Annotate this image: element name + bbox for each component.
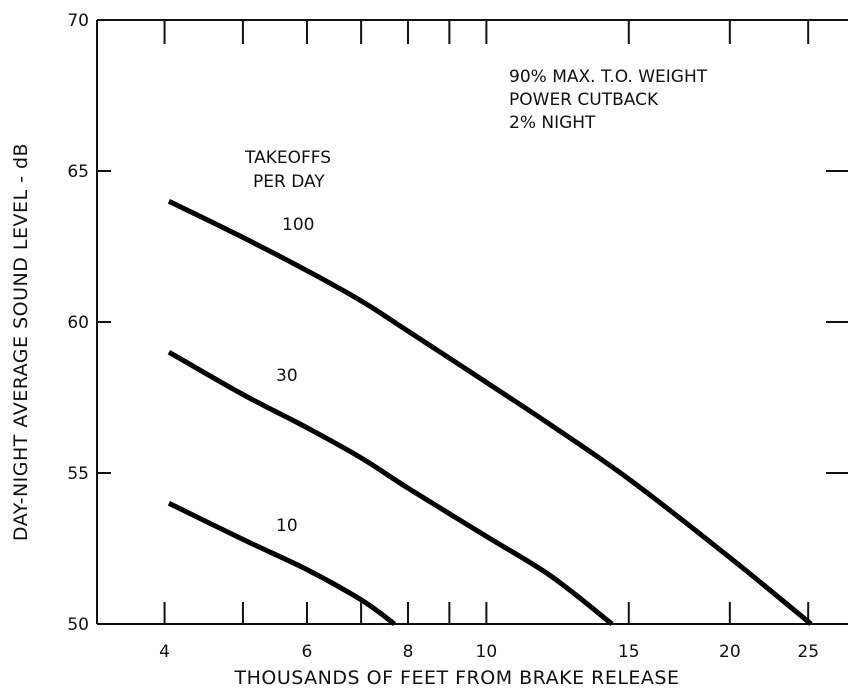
x-tick-label-8: 8 (403, 642, 414, 662)
y-tick-label-65: 65 (67, 162, 89, 182)
y-tick-label-60: 60 (67, 313, 89, 333)
series-label-100: 100 (282, 215, 314, 235)
series-label-30: 30 (276, 366, 298, 386)
top-axis-ticks (163, 20, 810, 44)
x-tick-label-6: 6 (302, 642, 313, 662)
x-axis-title: THOUSANDS OF FEET FROM BRAKE RELEASE (234, 667, 680, 689)
plot-frame (96, 19, 848, 625)
series-line-30 (167, 350, 614, 626)
x-tick-label-10: 10 (476, 642, 498, 662)
annotation-line-2: POWER CUTBACK (509, 90, 659, 110)
y-tick-label-70: 70 (67, 11, 89, 31)
annotation-line-3: 2% NIGHT (509, 113, 596, 133)
x-tick-label-20: 20 (719, 642, 741, 662)
y-axis-ticks: 50 55 60 65 70 (67, 11, 848, 635)
series-label-10: 10 (276, 516, 298, 536)
x-tick-label-15: 15 (618, 642, 640, 662)
annotation-line-1: 90% MAX. T.O. WEIGHT (509, 67, 708, 87)
y-tick-label-55: 55 (67, 464, 89, 484)
series-line-100 (167, 198, 813, 626)
series-line-10 (167, 500, 397, 627)
x-tick-label-25: 25 (797, 642, 819, 662)
series-lines (167, 198, 813, 627)
x-axis-ticks: 4 6 8 10 15 20 25 (159, 602, 819, 662)
legend-title-line-2: PER DAY (253, 172, 325, 192)
y-axis-title: DAY-NIGHT AVERAGE SOUND LEVEL - dB (10, 143, 32, 541)
y-tick-label-50: 50 (67, 615, 89, 635)
x-tick-label-4: 4 (159, 642, 170, 662)
legend-title-line-1: TAKEOFFS (244, 148, 331, 168)
